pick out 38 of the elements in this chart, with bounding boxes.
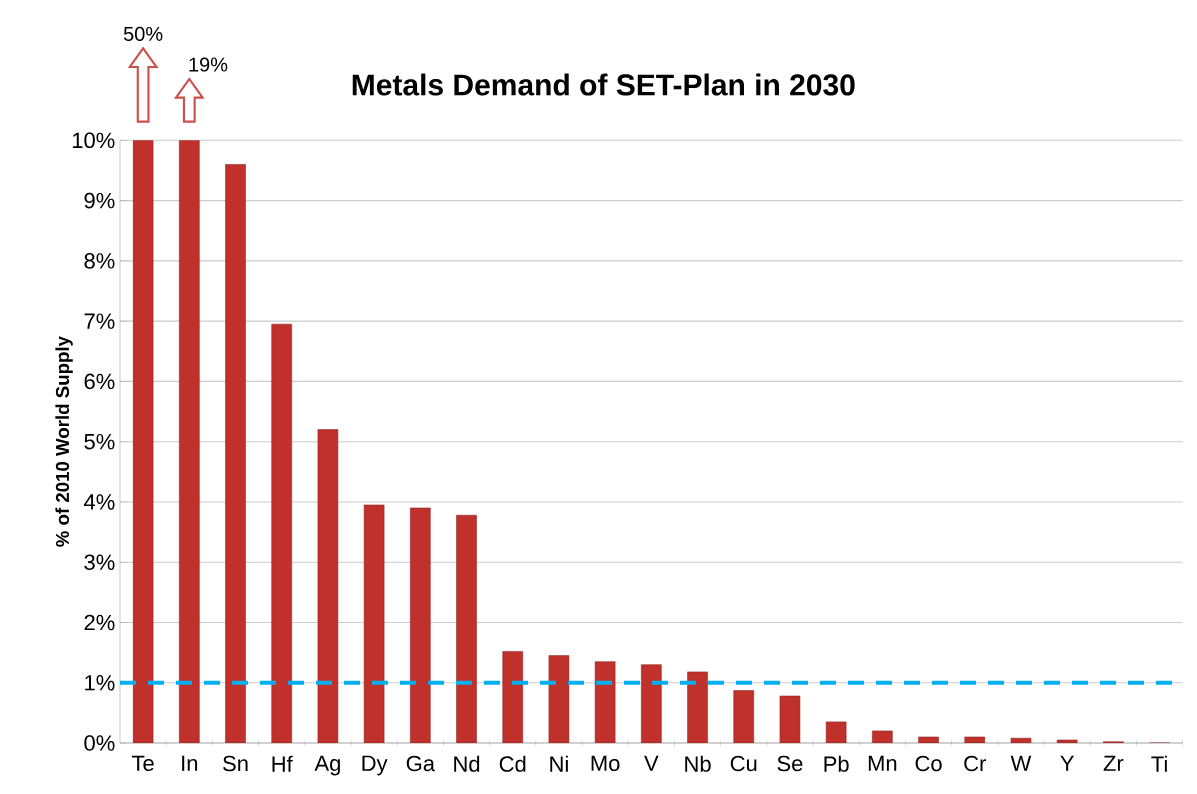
y-tick-label: 1% [85,675,115,691]
x-tick-label: Zr [1103,755,1124,771]
x-tick-label: Sn [223,755,248,772]
y-tick-label: 2% [84,614,115,631]
x-tick-label: Cr [964,755,986,772]
x-tick-label: Nb [685,755,711,772]
y-tick-label: 9% [84,192,115,209]
chart-title: Metals Demand of SET-Plan in 2030 [352,73,855,96]
y-tick-label: 3% [84,554,115,570]
x-tick-label: Pb [824,755,849,772]
x-tick-label: In [182,755,198,771]
y-axis-title: % of 2010 World Supply [55,336,73,547]
x-tick-label: V [644,755,659,771]
x-tick-label: Ni [550,755,568,772]
y-tick-label: 6% [84,373,115,390]
x-tick-label: Ag [314,755,340,776]
y-tick-label: 10% [72,132,115,149]
x-tick-label: Nd [454,755,480,772]
y-tick-label: 7% [84,313,115,329]
y-tick-label: 0% [84,735,115,751]
x-tick-label: Hf [272,755,293,772]
text: 50% [123,26,163,41]
x-tick-label: Ti [1151,755,1167,772]
y-tick-label: 5% [84,433,115,450]
x-tick-label: Se [777,755,803,772]
x-tick-label: Cd [499,755,526,772]
text: 19% [189,57,228,72]
x-tick-label: Co [915,755,942,772]
y-tick-label: 8% [84,253,115,269]
y-tick-label: 4% [84,494,115,510]
x-tick-label: Mo [591,755,620,772]
x-tick-label: Y [1060,755,1075,771]
x-tick-label: Cu [730,755,757,772]
x-tick-label: Mn [868,755,897,771]
x-tick-label: Dy [362,755,388,776]
x-tick-label: Te [131,755,154,772]
x-tick-label: Ga [406,755,435,772]
x-tick-label: W [1010,755,1032,771]
